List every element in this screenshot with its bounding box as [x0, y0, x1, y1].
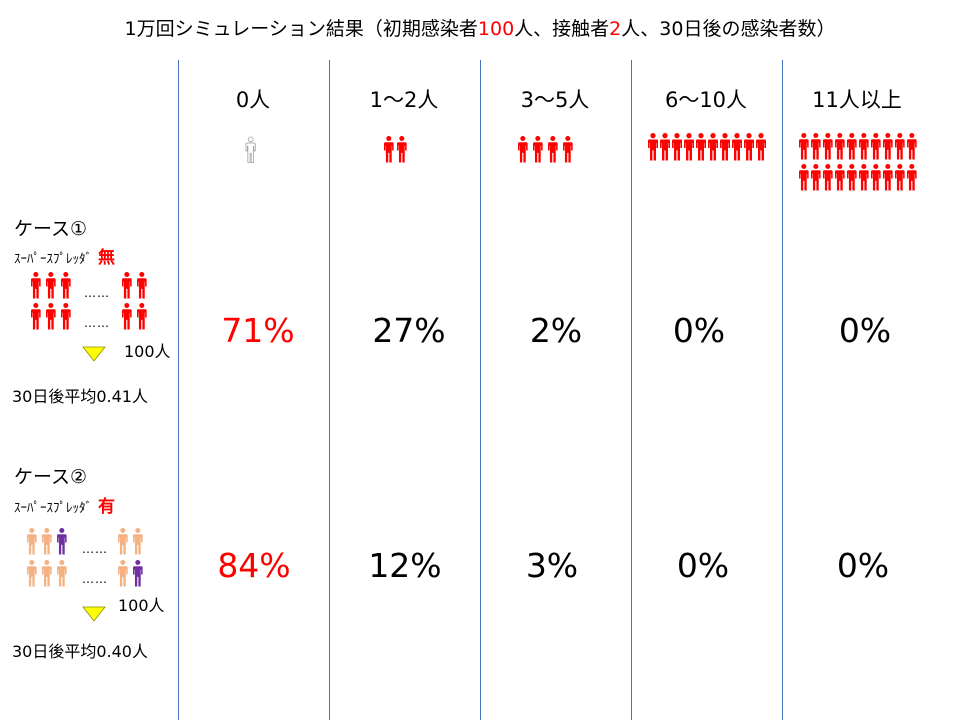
column-divider: [480, 60, 481, 720]
case2-spreader-flag: 有: [98, 497, 115, 517]
column-header-3: 6〜10人: [664, 88, 748, 112]
person-icon: [895, 133, 905, 160]
column-divider: [782, 60, 783, 720]
column-header-2: 3〜5人: [520, 88, 590, 112]
column-divider: [631, 60, 632, 720]
person-icon: [27, 528, 37, 555]
person-icon: [744, 133, 754, 161]
down-triangle-icon: [82, 346, 106, 362]
person-icon: [46, 303, 56, 330]
person-icon: [31, 303, 41, 330]
person-icon: [648, 133, 658, 161]
person-icon: [895, 164, 905, 191]
person-icon: [518, 136, 528, 163]
case1-count-label: 100人: [124, 342, 171, 361]
outline-person-icon: [245, 136, 256, 163]
case2-pct-3: 0%: [676, 546, 730, 585]
column-header-1: 1〜2人: [369, 88, 439, 112]
person-icon: [122, 303, 132, 330]
case1-pct-1: 27%: [372, 311, 446, 350]
person-icon: [859, 133, 869, 160]
person-icon: [31, 272, 41, 299]
person-icon: [27, 560, 37, 587]
person-icon: [859, 164, 869, 191]
column-divider: [178, 60, 179, 720]
person-icon: [708, 133, 718, 161]
person-icon: [696, 133, 706, 161]
person-icon: [823, 133, 833, 160]
person-icon: [871, 133, 881, 160]
case1-spreader-flag: 無: [98, 248, 115, 268]
case2-pct-1: 12%: [368, 546, 442, 585]
person-icon: [533, 136, 543, 163]
person-icon: [672, 133, 682, 161]
person-icon: [118, 560, 128, 587]
case1-dots-row1: ……: [84, 286, 110, 300]
person-icon: [384, 136, 394, 163]
person-icon: [799, 164, 809, 191]
person-icon: [835, 133, 845, 160]
person-icon: [133, 528, 143, 555]
person-icon: [732, 133, 742, 161]
person-icon: [57, 560, 67, 587]
column-header-0: 0人: [235, 88, 271, 112]
case1-spreader-label: ｽｰﾊﾟｰｽﾌﾟﾚｯﾀﾞ無: [14, 248, 115, 268]
person-icon: [42, 560, 52, 587]
case2-dots-row2: ……: [82, 572, 108, 586]
person-icon: [61, 272, 71, 299]
person-icon: [46, 272, 56, 299]
case2-spreader-label: ｽｰﾊﾟｰｽﾌﾟﾚｯﾀﾞ有: [14, 497, 115, 517]
case1-pct-2: 2%: [529, 311, 583, 350]
person-icon: [137, 303, 147, 330]
person-icon: [118, 528, 128, 555]
case2-average: 30日後平均0.40人: [12, 642, 148, 661]
case2-title: ケース②: [14, 466, 88, 488]
person-icon: [811, 164, 821, 191]
person-icon: [122, 272, 132, 299]
person-icon: [397, 136, 407, 163]
person-icon: [133, 560, 143, 587]
person-icon: [799, 133, 809, 160]
person-icon: [835, 164, 845, 191]
case2-dots-row1: ……: [82, 542, 108, 556]
case1-pct-4: 0%: [838, 311, 892, 350]
person-icon: [907, 133, 917, 160]
person-icon: [883, 133, 893, 160]
page-title: 1万回シミュレーション結果（初期感染者100人、接触者2人、30日後の感染者数）: [124, 18, 836, 40]
person-icon: [847, 164, 857, 191]
case1-dots-row2: ……: [84, 316, 110, 330]
person-icon: [660, 133, 670, 161]
person-icon: [847, 133, 857, 160]
case2-pct-0: 84%: [217, 546, 291, 585]
case2-count-label: 100人: [118, 596, 165, 615]
person-icon: [548, 136, 558, 163]
person-icon: [756, 133, 766, 161]
case2-pct-4: 0%: [836, 546, 890, 585]
case2-pct-2: 3%: [525, 546, 579, 585]
person-icon: [823, 164, 833, 191]
person-icon: [61, 303, 71, 330]
down-triangle-icon: [82, 606, 106, 622]
person-icon: [871, 164, 881, 191]
column-divider: [329, 60, 330, 720]
person-icon: [720, 133, 730, 161]
person-icon: [137, 272, 147, 299]
person-icon: [57, 528, 67, 555]
case1-pct-3: 0%: [672, 311, 726, 350]
case1-average: 30日後平均0.41人: [12, 387, 148, 406]
person-icon: [42, 528, 52, 555]
person-icon: [563, 136, 573, 163]
case1-title: ケース①: [14, 218, 88, 240]
person-icon: [684, 133, 694, 161]
person-icon: [883, 164, 893, 191]
case1-pct-0: 71%: [221, 311, 295, 350]
person-icon: [907, 164, 917, 191]
column-header-4: 11人以上: [812, 88, 902, 112]
person-icon: [811, 133, 821, 160]
